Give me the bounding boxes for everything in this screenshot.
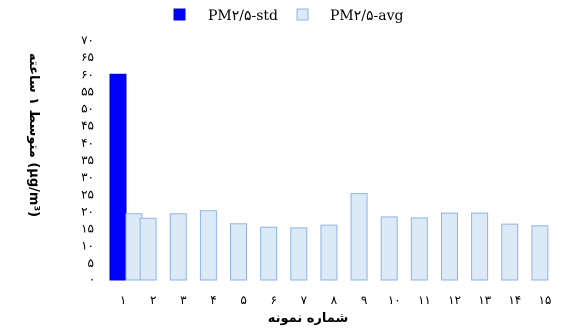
x-axis-title: شماره نمونه (268, 311, 349, 326)
y-tick-label: ۴۰ (81, 136, 94, 150)
bar (109, 73, 127, 281)
bar (260, 226, 278, 281)
legend-swatch-std (173, 8, 186, 21)
bar (125, 213, 143, 281)
bar (350, 193, 368, 281)
bar (320, 224, 338, 281)
y-tick-label: ۶۰ (81, 67, 94, 81)
y-tick-label: ۳۵ (81, 153, 94, 167)
x-tick-label: ۶ (271, 293, 277, 307)
bar (380, 216, 398, 281)
bars (109, 73, 549, 281)
y-tick-label: ۵ (88, 256, 94, 270)
y-axis-title: متوسط ۱ ساعته (μg/m³) (26, 53, 41, 217)
x-tick-label: ۲ (150, 293, 156, 307)
bar (410, 217, 428, 281)
legend-label-avg: PM۲/۵-avg (330, 8, 403, 24)
bar (230, 223, 248, 281)
y-tick-label: ۲۵ (81, 187, 94, 201)
bar (440, 212, 458, 281)
x-tick-label: ۹ (361, 293, 367, 307)
y-tick-label: ۵۰ (81, 102, 94, 116)
bar (199, 210, 217, 281)
bar (471, 212, 489, 281)
bar (531, 225, 549, 281)
y-tick-label: ۴۵ (81, 119, 94, 133)
y-tick-label: ۱۰ (81, 239, 94, 253)
bar (139, 217, 157, 281)
x-tick-label: ۵ (240, 293, 246, 307)
x-tick-label: ۳ (180, 293, 187, 307)
x-tick-label: ۸ (331, 293, 338, 307)
bar (290, 227, 308, 281)
y-tick-label: ۱۵ (81, 222, 94, 236)
y-tick-label: ۷۰ (81, 33, 94, 47)
x-tick-label: ۱۴ (508, 293, 521, 307)
y-tick-label: · (90, 273, 94, 287)
x-tick-label: ۱۲ (448, 293, 461, 307)
y-tick-label: ۲۰ (81, 204, 94, 218)
legend: PM۲/۵-std PM۲/۵-avg (173, 8, 403, 24)
x-tick-label: ۷ (301, 293, 308, 307)
x-tick-label: ۱۳ (478, 293, 491, 307)
x-tick-label: ۱۱ (418, 293, 431, 307)
y-tick-label: ۵۵ (81, 84, 94, 98)
y-tick-label: ۶۵ (81, 50, 94, 64)
bar (169, 213, 187, 281)
legend-label-std: PM۲/۵-std (208, 8, 278, 24)
x-tick-label: ۱۵ (538, 293, 551, 307)
x-tick-label: ۴ (210, 293, 216, 307)
legend-swatch-avg (296, 8, 309, 21)
y-tick-label: ۳۰ (81, 170, 94, 184)
x-tick-label: ۱ (120, 293, 126, 307)
bar (501, 223, 519, 281)
x-axis-ticks: ۱ ۲ ۳ ۴ ۵ ۶ ۷ ۸ ۹ ۱۰ ۱۱ ۱۲ ۱۳ ۱۴ ۱۵ (120, 293, 552, 307)
y-axis-ticks: · ۵ ۱۰ ۱۵ ۲۰ ۲۵ ۳۰ ۳۵ ۴۰ ۴۵ ۵۰ ۵۵ ۶۰ ۶۵ ۷۰ (81, 33, 94, 287)
x-tick-label: ۱۰ (388, 293, 401, 307)
